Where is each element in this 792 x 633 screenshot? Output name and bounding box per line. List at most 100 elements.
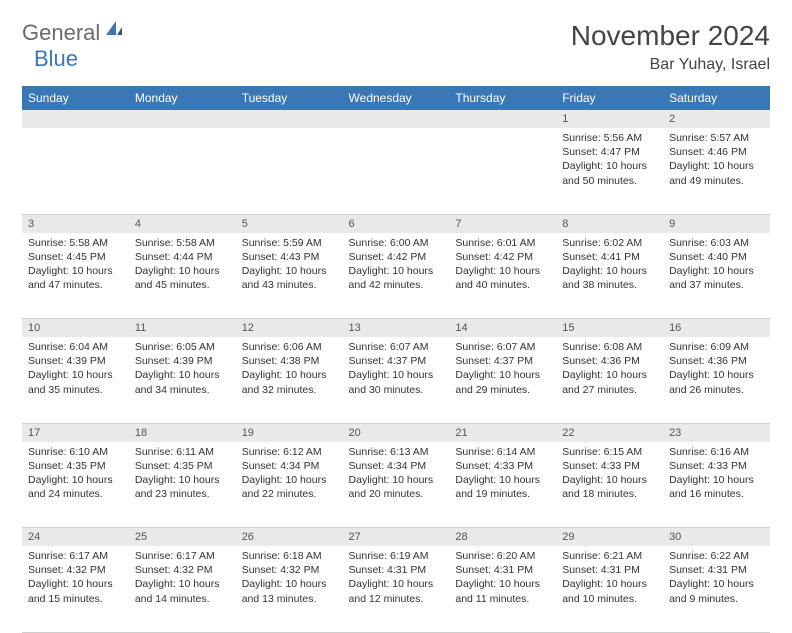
day-number-cell: 27 [343,528,450,547]
day-cell: Sunrise: 6:00 AMSunset: 4:42 PMDaylight:… [343,233,450,319]
day-cell: Sunrise: 6:07 AMSunset: 4:37 PMDaylight:… [449,337,556,423]
day-number-cell: 23 [663,423,770,442]
day-cell: Sunrise: 6:01 AMSunset: 4:42 PMDaylight:… [449,233,556,319]
day-number-cell: 30 [663,528,770,547]
day-cell: Sunrise: 6:06 AMSunset: 4:38 PMDaylight:… [236,337,343,423]
day-cell [449,128,556,214]
day-cell [129,128,236,214]
logo: General [22,20,126,46]
day-cell: Sunrise: 6:19 AMSunset: 4:31 PMDaylight:… [343,546,450,632]
day-details: Sunrise: 6:11 AMSunset: 4:35 PMDaylight:… [129,442,236,506]
day-details: Sunrise: 6:17 AMSunset: 4:32 PMDaylight:… [22,546,129,610]
weekday-header: Tuesday [236,86,343,110]
day-number-row: 3456789 [22,214,770,233]
day-number-cell: 28 [449,528,556,547]
day-number-cell: 5 [236,214,343,233]
day-body-row: Sunrise: 5:56 AMSunset: 4:47 PMDaylight:… [22,128,770,214]
day-number-cell: 29 [556,528,663,547]
weekday-header: Monday [129,86,236,110]
day-details: Sunrise: 6:05 AMSunset: 4:39 PMDaylight:… [129,337,236,401]
day-details: Sunrise: 6:10 AMSunset: 4:35 PMDaylight:… [22,442,129,506]
day-number-cell: 4 [129,214,236,233]
day-number-row: 17181920212223 [22,423,770,442]
day-number-cell [343,110,450,128]
day-cell: Sunrise: 6:05 AMSunset: 4:39 PMDaylight:… [129,337,236,423]
day-details: Sunrise: 6:12 AMSunset: 4:34 PMDaylight:… [236,442,343,506]
day-cell: Sunrise: 6:18 AMSunset: 4:32 PMDaylight:… [236,546,343,632]
day-number-cell: 9 [663,214,770,233]
day-number-cell: 15 [556,319,663,338]
day-cell: Sunrise: 6:21 AMSunset: 4:31 PMDaylight:… [556,546,663,632]
day-cell: Sunrise: 5:58 AMSunset: 4:45 PMDaylight:… [22,233,129,319]
logo-text-general: General [22,20,100,46]
day-cell: Sunrise: 6:09 AMSunset: 4:36 PMDaylight:… [663,337,770,423]
day-number-cell: 19 [236,423,343,442]
location: Bar Yuhay, Israel [571,56,770,74]
day-details: Sunrise: 6:20 AMSunset: 4:31 PMDaylight:… [449,546,556,610]
day-details: Sunrise: 6:04 AMSunset: 4:39 PMDaylight:… [22,337,129,401]
weekday-header: Thursday [449,86,556,110]
day-number-cell: 8 [556,214,663,233]
weekday-header: Saturday [663,86,770,110]
day-number-cell: 24 [22,528,129,547]
day-cell [22,128,129,214]
day-details: Sunrise: 6:19 AMSunset: 4:31 PMDaylight:… [343,546,450,610]
day-details: Sunrise: 6:22 AMSunset: 4:31 PMDaylight:… [663,546,770,610]
day-number-cell: 16 [663,319,770,338]
header: General November 2024 Bar Yuhay, Israel [22,20,770,74]
title-block: November 2024 Bar Yuhay, Israel [571,20,770,74]
day-details: Sunrise: 6:01 AMSunset: 4:42 PMDaylight:… [449,233,556,297]
day-cell: Sunrise: 5:58 AMSunset: 4:44 PMDaylight:… [129,233,236,319]
day-details: Sunrise: 5:57 AMSunset: 4:46 PMDaylight:… [663,128,770,192]
day-number-cell: 10 [22,319,129,338]
day-details: Sunrise: 6:21 AMSunset: 4:31 PMDaylight:… [556,546,663,610]
day-number-cell: 6 [343,214,450,233]
day-cell: Sunrise: 6:20 AMSunset: 4:31 PMDaylight:… [449,546,556,632]
day-number-cell: 1 [556,110,663,128]
day-details: Sunrise: 6:13 AMSunset: 4:34 PMDaylight:… [343,442,450,506]
day-cell [236,128,343,214]
day-cell: Sunrise: 6:14 AMSunset: 4:33 PMDaylight:… [449,442,556,528]
day-details: Sunrise: 6:15 AMSunset: 4:33 PMDaylight:… [556,442,663,506]
weekday-header-row: Sunday Monday Tuesday Wednesday Thursday… [22,86,770,110]
day-body-row: Sunrise: 6:04 AMSunset: 4:39 PMDaylight:… [22,337,770,423]
day-cell: Sunrise: 6:13 AMSunset: 4:34 PMDaylight:… [343,442,450,528]
day-details: Sunrise: 6:14 AMSunset: 4:33 PMDaylight:… [449,442,556,506]
weekday-header: Friday [556,86,663,110]
day-details: Sunrise: 6:16 AMSunset: 4:33 PMDaylight:… [663,442,770,506]
day-cell: Sunrise: 6:16 AMSunset: 4:33 PMDaylight:… [663,442,770,528]
day-body-row: Sunrise: 6:17 AMSunset: 4:32 PMDaylight:… [22,546,770,632]
calendar-table: Sunday Monday Tuesday Wednesday Thursday… [22,86,770,633]
day-number-cell: 12 [236,319,343,338]
day-details: Sunrise: 5:56 AMSunset: 4:47 PMDaylight:… [556,128,663,192]
day-cell [343,128,450,214]
day-number-row: 10111213141516 [22,319,770,338]
day-number-cell [22,110,129,128]
day-number-row: 24252627282930 [22,528,770,547]
day-cell: Sunrise: 6:15 AMSunset: 4:33 PMDaylight:… [556,442,663,528]
day-body-row: Sunrise: 6:10 AMSunset: 4:35 PMDaylight:… [22,442,770,528]
day-cell: Sunrise: 6:08 AMSunset: 4:36 PMDaylight:… [556,337,663,423]
day-number-row: 12 [22,110,770,128]
day-number-cell: 14 [449,319,556,338]
day-details: Sunrise: 6:09 AMSunset: 4:36 PMDaylight:… [663,337,770,401]
day-number-cell: 21 [449,423,556,442]
day-cell: Sunrise: 6:02 AMSunset: 4:41 PMDaylight:… [556,233,663,319]
day-details: Sunrise: 6:18 AMSunset: 4:32 PMDaylight:… [236,546,343,610]
day-cell: Sunrise: 6:11 AMSunset: 4:35 PMDaylight:… [129,442,236,528]
day-cell: Sunrise: 6:03 AMSunset: 4:40 PMDaylight:… [663,233,770,319]
day-number-cell: 26 [236,528,343,547]
day-details: Sunrise: 5:58 AMSunset: 4:45 PMDaylight:… [22,233,129,297]
day-cell: Sunrise: 6:12 AMSunset: 4:34 PMDaylight:… [236,442,343,528]
day-cell: Sunrise: 6:17 AMSunset: 4:32 PMDaylight:… [22,546,129,632]
day-cell: Sunrise: 6:10 AMSunset: 4:35 PMDaylight:… [22,442,129,528]
day-number-cell: 13 [343,319,450,338]
day-cell: Sunrise: 6:17 AMSunset: 4:32 PMDaylight:… [129,546,236,632]
month-title: November 2024 [571,20,770,52]
day-details: Sunrise: 6:08 AMSunset: 4:36 PMDaylight:… [556,337,663,401]
weekday-header: Sunday [22,86,129,110]
day-details: Sunrise: 6:07 AMSunset: 4:37 PMDaylight:… [343,337,450,401]
day-number-cell: 22 [556,423,663,442]
day-details: Sunrise: 6:03 AMSunset: 4:40 PMDaylight:… [663,233,770,297]
day-number-cell: 7 [449,214,556,233]
